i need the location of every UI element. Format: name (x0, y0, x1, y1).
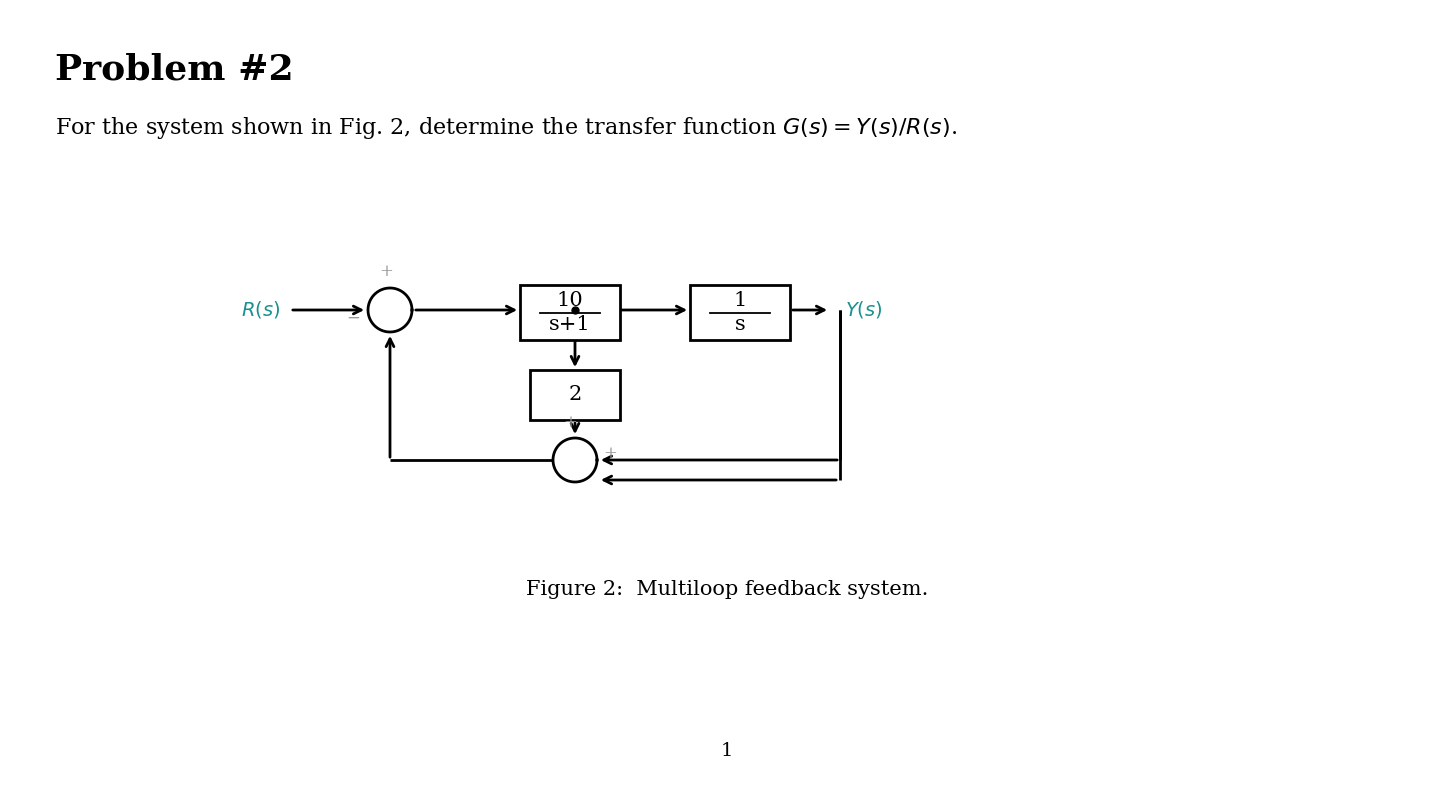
Text: −: − (346, 310, 361, 326)
Text: $R(s)$: $R(s)$ (241, 299, 281, 321)
Text: For the system shown in Fig. 2, determine the transfer function $G(s) = Y(s)/R(s: For the system shown in Fig. 2, determin… (55, 115, 957, 141)
Text: +: + (379, 263, 393, 280)
Text: +: + (603, 446, 616, 462)
Polygon shape (553, 438, 598, 482)
Text: +: + (563, 414, 577, 431)
Text: Figure 2:  Multiloop feedback system.: Figure 2: Multiloop feedback system. (526, 580, 928, 599)
Text: s+1: s+1 (550, 315, 590, 334)
Bar (691, 285, 790, 340)
Polygon shape (368, 288, 411, 332)
Text: 2: 2 (569, 386, 582, 404)
Text: 1: 1 (733, 291, 747, 310)
Text: s: s (734, 315, 746, 334)
Text: Problem #2: Problem #2 (55, 52, 294, 86)
Text: 10: 10 (557, 291, 583, 310)
Bar (531, 370, 619, 420)
Text: 1: 1 (721, 742, 733, 760)
Bar (521, 285, 619, 340)
Text: $Y(s)$: $Y(s)$ (845, 299, 883, 321)
